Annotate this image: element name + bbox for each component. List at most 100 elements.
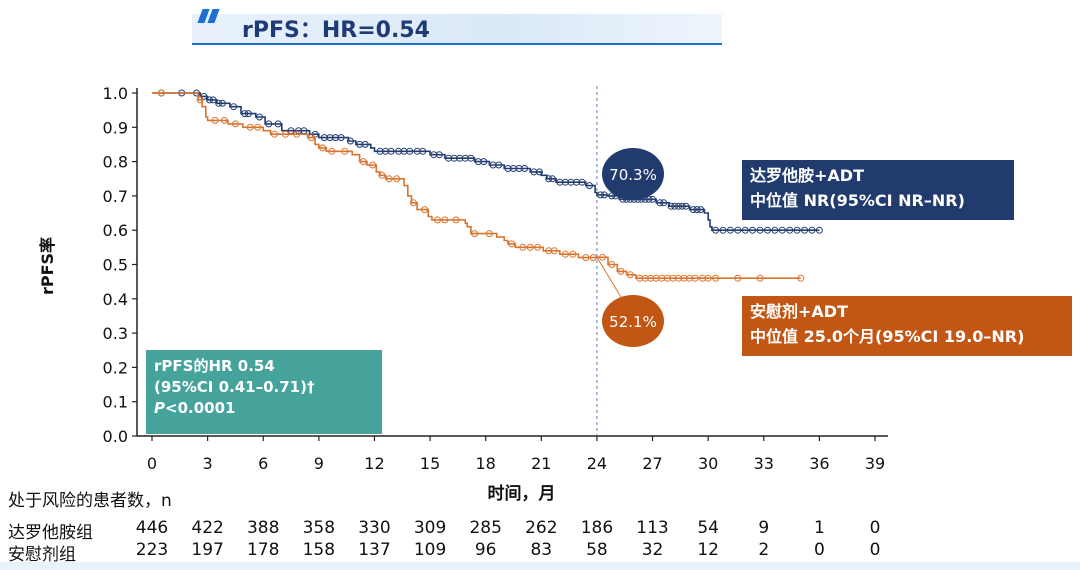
- censor-mark-0: [678, 202, 686, 210]
- y-tick-label: 0.7: [103, 187, 128, 206]
- x-tick-label: 33: [754, 454, 774, 473]
- x-tick-label: 39: [865, 454, 885, 473]
- y-tick-label: 1.0: [103, 84, 128, 103]
- x-tick-label: 15: [420, 454, 440, 473]
- censor-mark-0: [346, 137, 354, 145]
- censor-mark-0: [256, 113, 263, 121]
- risk-count: 109: [413, 540, 447, 560]
- x-axis-title: 时间，月: [488, 483, 556, 504]
- censor-mark-0: [786, 226, 794, 234]
- y-axis-title: rPFS率: [38, 237, 57, 295]
- censor-mark-1: [519, 243, 527, 251]
- y-tick-label: 0.6: [103, 221, 128, 240]
- chart-series: [152, 89, 823, 282]
- censor-mark-0: [719, 226, 727, 234]
- censor-mark-1: [626, 271, 634, 279]
- x-tick-label: 12: [364, 454, 384, 473]
- risk-count: 422: [191, 518, 224, 538]
- risk-count: 58: [586, 540, 608, 560]
- km-curve-1: [152, 92, 801, 279]
- censor-mark-0: [756, 226, 764, 234]
- censor-mark-0: [241, 110, 249, 118]
- legend-placebo: 安慰剂+ADT 中位值 25.0个月(95%CI 19.0–NR): [742, 296, 1072, 356]
- x-tick-label: 18: [476, 454, 496, 473]
- censor-mark-0: [682, 202, 690, 210]
- censor-mark-0: [697, 206, 705, 214]
- censor-mark-1: [734, 274, 742, 282]
- censor-mark-1: [393, 175, 401, 183]
- risk-count: 83: [530, 540, 553, 560]
- censor-mark-0: [215, 99, 223, 107]
- censor-mark-1: [589, 254, 597, 262]
- censor-mark-0: [675, 202, 682, 210]
- risk-count: 137: [358, 540, 391, 560]
- censor-mark-1: [359, 158, 367, 166]
- censor-mark-1: [282, 130, 289, 138]
- p-value: <0.0001: [165, 399, 236, 417]
- censor-mark-0: [209, 96, 217, 104]
- censor-mark-1: [434, 216, 441, 224]
- footer-band: [0, 562, 1080, 570]
- x-tick-label: 3: [203, 454, 213, 473]
- censor-mark-1: [485, 230, 493, 238]
- censor-mark-0: [660, 199, 668, 207]
- y-tick-label: 0.1: [103, 393, 128, 412]
- censor-mark-1: [617, 267, 625, 275]
- title-underline: [192, 43, 722, 45]
- censor-mark-0: [649, 195, 656, 203]
- censor-mark-1: [712, 274, 720, 282]
- censor-mark-0: [435, 151, 443, 159]
- censor-mark-1: [582, 254, 590, 262]
- censor-mark-1: [369, 161, 377, 169]
- censor-mark-1: [704, 274, 712, 282]
- hr-line-2: (95%CI 0.41–0.71)†: [154, 378, 315, 396]
- x-tick-label: 30: [698, 454, 718, 473]
- risk-row-label: 达罗他胺组: [8, 523, 93, 543]
- risk-count: 388: [246, 518, 280, 538]
- risk-count: 113: [636, 518, 669, 538]
- censor-mark-0: [771, 226, 779, 234]
- risk-count: 262: [525, 518, 558, 538]
- x-tick-label: 36: [809, 454, 829, 473]
- censor-mark-0: [808, 226, 816, 234]
- censor-mark-0: [749, 226, 757, 234]
- risk-count: 54: [697, 518, 719, 538]
- censor-mark-1: [231, 120, 239, 128]
- risk-count: 0: [869, 540, 881, 560]
- censor-mark-1: [508, 240, 516, 248]
- censor-mark-0: [586, 182, 593, 190]
- x-tick-label: 6: [258, 454, 268, 473]
- risk-count: 0: [869, 518, 881, 538]
- x-tick-label: 27: [642, 454, 662, 473]
- censor-mark-1: [421, 206, 428, 214]
- p-label: P: [154, 399, 165, 417]
- risk-count: 1: [813, 518, 825, 538]
- callout-placebo-24mo: [602, 295, 664, 347]
- risk-count: 358: [302, 518, 336, 538]
- legend-placebo-name: 安慰剂+ADT: [750, 302, 848, 321]
- censor-mark-0: [548, 175, 556, 183]
- censor-mark-1: [319, 144, 327, 152]
- censor-mark-0: [801, 226, 809, 234]
- hr-line-1: rPFS的HR 0.54: [154, 357, 275, 375]
- censor-mark-0: [726, 226, 734, 234]
- censor-mark-0: [578, 178, 586, 186]
- risk-table-title: 处于风险的患者数，n: [8, 491, 172, 511]
- y-tick-label: 0.2: [103, 358, 128, 377]
- censor-mark-0: [406, 147, 414, 155]
- censor-mark-1: [220, 116, 228, 124]
- censor-mark-0: [693, 206, 701, 214]
- censor-mark-1: [328, 147, 336, 155]
- legend-darolutamide: 达罗他胺+ADT 中位值 NR(95%CI NR–NR): [742, 160, 1014, 220]
- censor-mark-1: [550, 247, 558, 255]
- censor-mark-0: [671, 202, 679, 210]
- censor-mark-0: [656, 199, 664, 207]
- censor-mark-1: [157, 89, 165, 97]
- censor-mark-1: [341, 147, 349, 155]
- y-tick-label: 0.9: [103, 118, 128, 137]
- censor-mark-0: [265, 120, 273, 128]
- censor-mark-1: [534, 243, 542, 251]
- censor-mark-1: [608, 261, 616, 268]
- risk-count: 9: [758, 518, 770, 538]
